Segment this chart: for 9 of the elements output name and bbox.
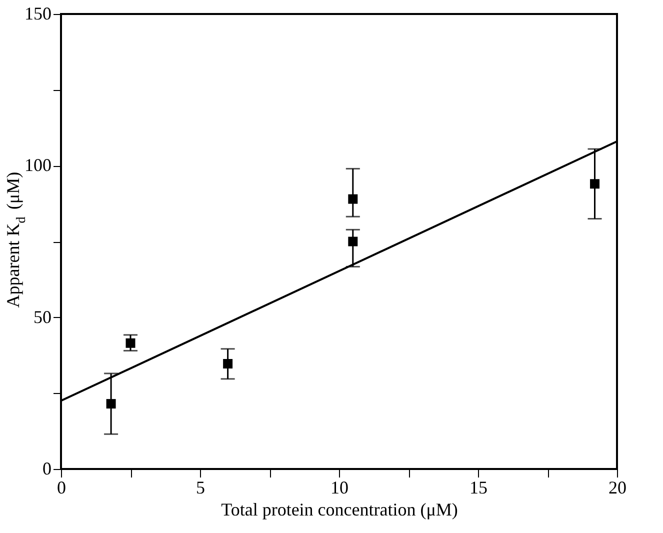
y-tick-label: 50	[34, 306, 52, 327]
x-tick-label: 5	[196, 478, 205, 498]
x-axis-title: Total protein concentration (μM)	[221, 500, 458, 520]
x-tick-label: 20	[608, 478, 626, 498]
y-tick-label: 150	[24, 4, 52, 24]
x-tick-label: 10	[330, 478, 348, 498]
x-tick-label: 15	[470, 478, 488, 498]
y-tick-label: 0	[42, 458, 52, 478]
x-tick-label: 0	[57, 478, 66, 498]
